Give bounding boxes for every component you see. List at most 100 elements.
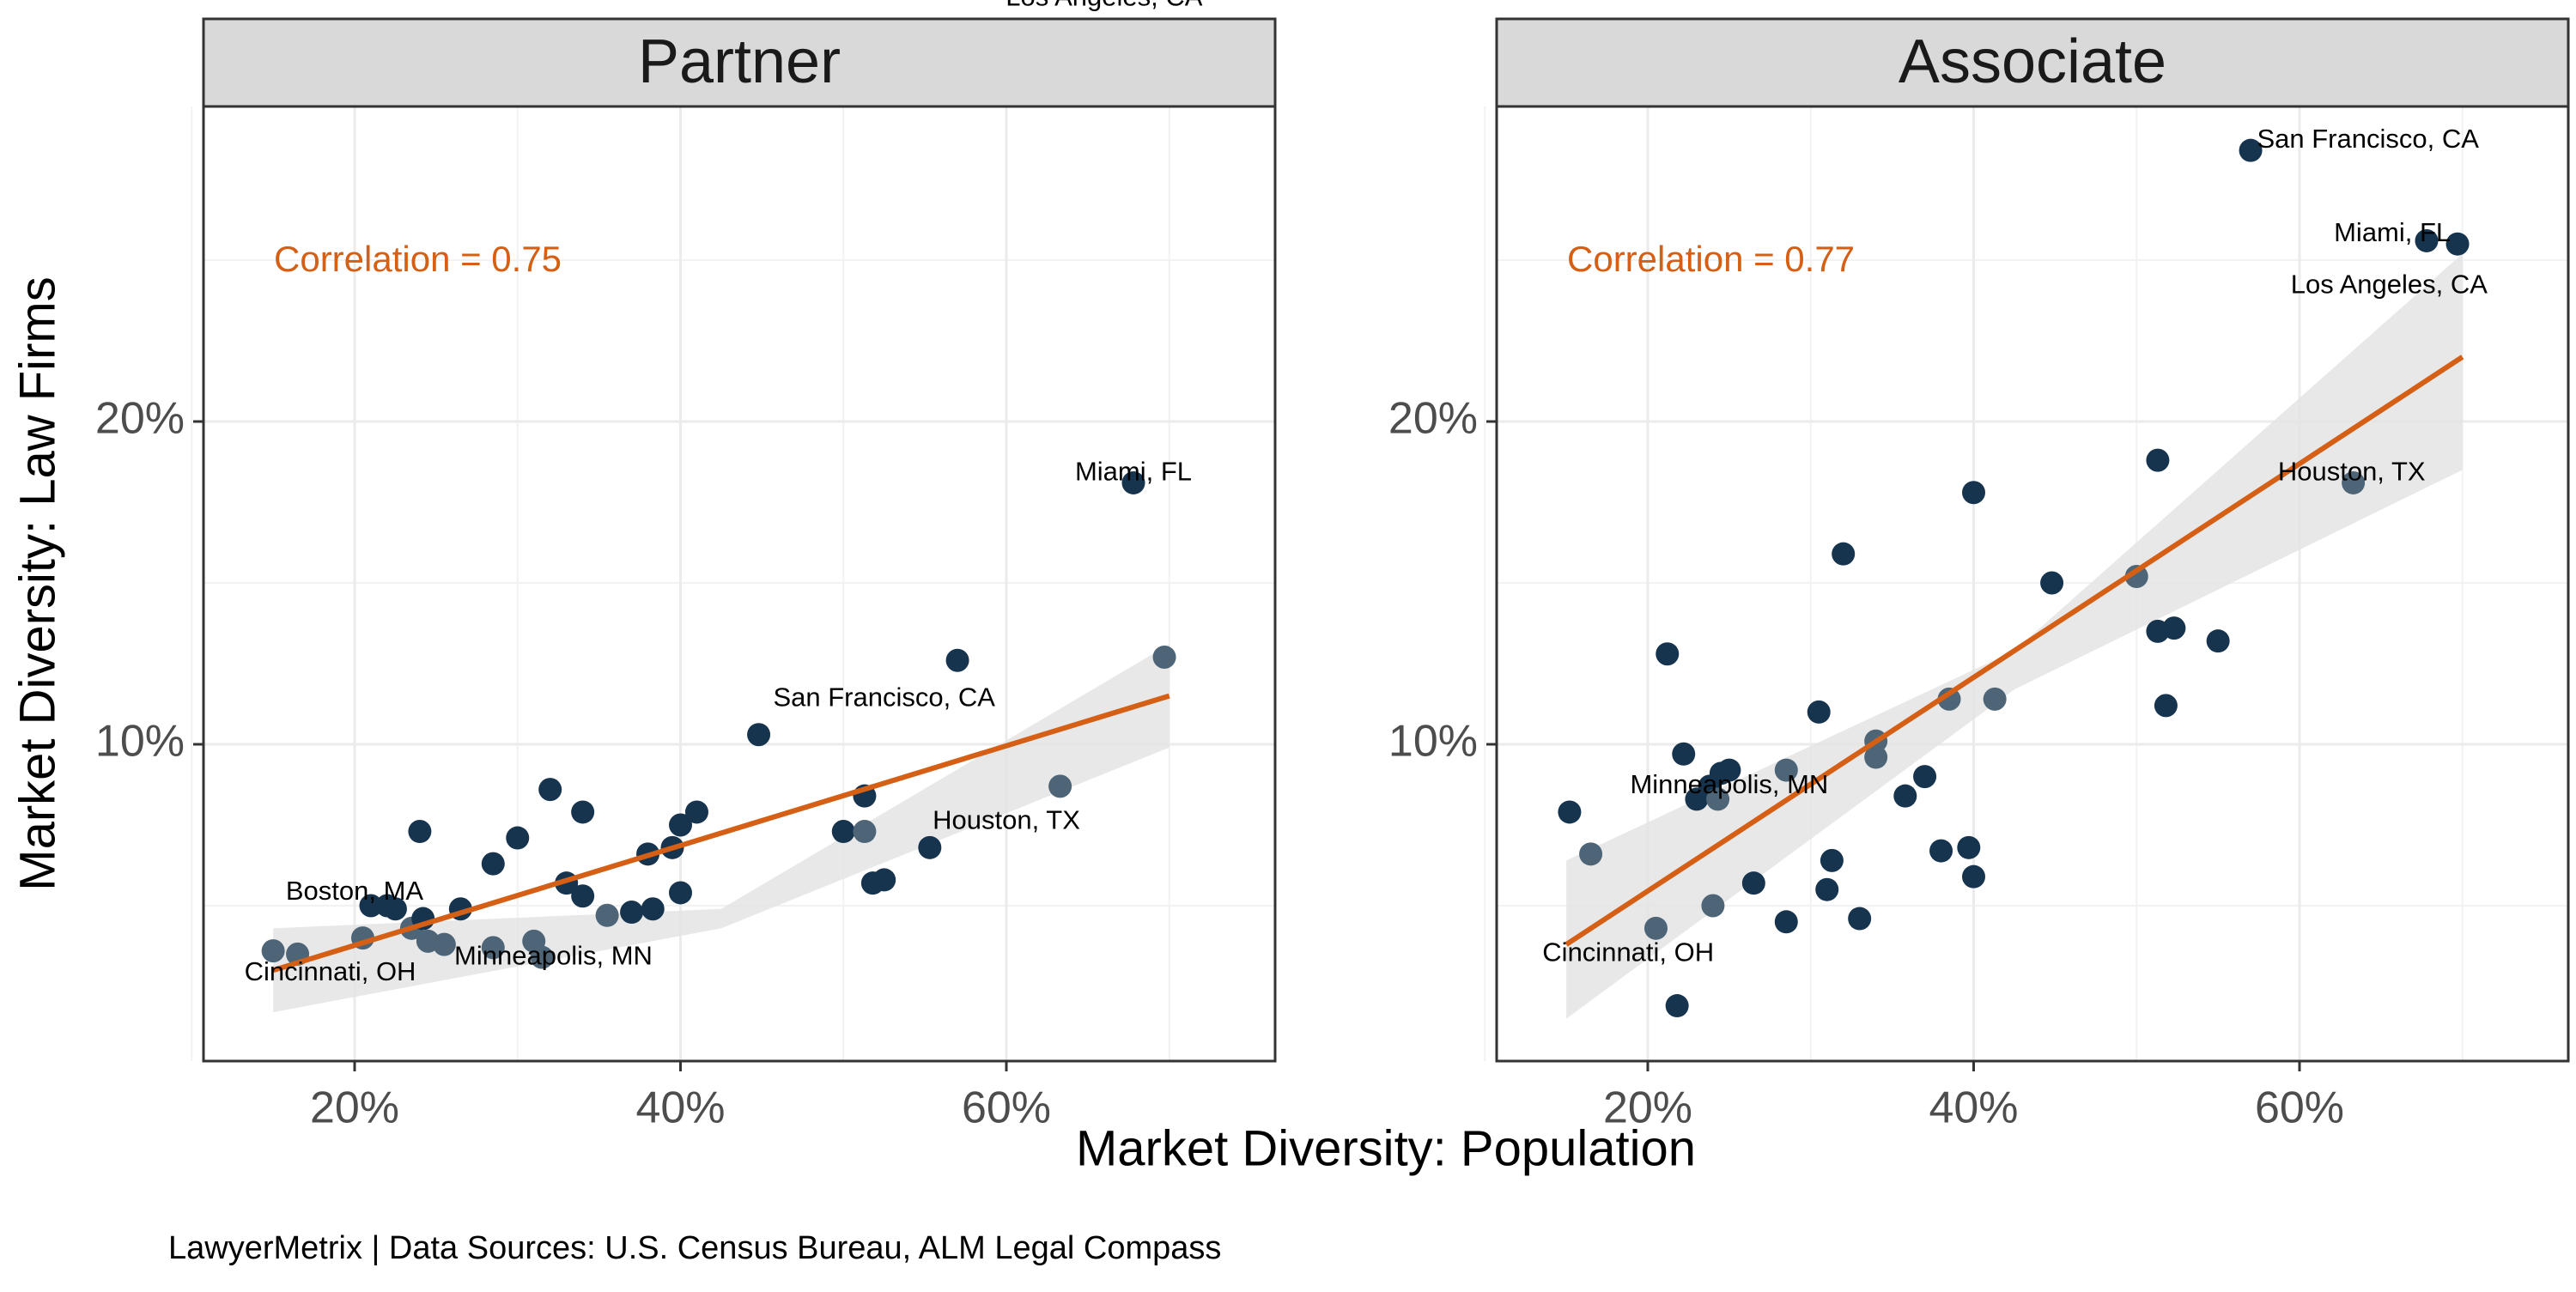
data-point — [2239, 138, 2263, 162]
point-label: Minneapolis, MN — [1630, 769, 1828, 799]
data-point — [2146, 448, 2170, 472]
data-point — [1048, 774, 1072, 798]
data-point — [831, 820, 855, 844]
point-label: Boston, MA — [1579, 0, 1717, 2]
data-point — [2162, 616, 2186, 640]
data-point — [571, 800, 595, 824]
point-label: Houston, TX — [2278, 456, 2426, 486]
data-point — [1741, 871, 1765, 895]
data-point — [2415, 228, 2439, 252]
data-point — [1864, 745, 1888, 769]
data-point — [918, 835, 942, 859]
data-point — [1957, 835, 1981, 859]
data-point — [1913, 765, 1937, 789]
data-point — [1929, 839, 1953, 863]
data-point — [1717, 758, 1741, 782]
data-point — [1893, 784, 1917, 808]
data-point — [1152, 645, 1176, 669]
data-point — [432, 932, 456, 956]
x-tick-label: 40% — [635, 1083, 725, 1133]
data-point — [2445, 232, 2470, 256]
data-point — [571, 884, 595, 908]
data-point — [1983, 687, 2007, 711]
x-tick-label: 40% — [1929, 1083, 2018, 1133]
data-point — [408, 820, 432, 844]
data-point — [1579, 842, 1603, 866]
data-point — [1558, 800, 1582, 824]
point-label: Cincinnati, OH — [1542, 937, 1714, 967]
y-tick-label: 20% — [1388, 394, 1478, 444]
y-tick-label: 10% — [95, 717, 185, 767]
data-point — [1701, 894, 1725, 918]
point-label: Miami, FL — [1075, 456, 1192, 486]
data-point — [383, 897, 407, 921]
data-point — [1807, 700, 1831, 724]
data-point — [1962, 481, 1985, 505]
data-point — [1656, 642, 1680, 666]
data-point — [1774, 758, 1798, 782]
data-point — [669, 813, 692, 837]
data-point — [872, 868, 896, 892]
correlation-annotation: Correlation = 0.75 — [274, 239, 562, 279]
facet-strip — [202, 17, 1277, 108]
data-point — [2124, 564, 2148, 588]
facet-strip-label: Partner — [638, 27, 841, 96]
data-point — [2040, 571, 2064, 595]
fit-line — [272, 693, 1170, 974]
data-point — [1848, 907, 1872, 931]
point-label: San Francisco, CA — [773, 682, 995, 713]
confidence-band — [1566, 253, 2463, 1019]
x-tick-label: 60% — [962, 1083, 1051, 1133]
data-point — [641, 897, 665, 921]
data-point — [1665, 994, 1689, 1018]
y-axis-title: Market Diversity: Law Firms — [9, 276, 65, 890]
data-point — [684, 800, 708, 824]
data-point — [945, 648, 969, 672]
data-point — [2154, 694, 2178, 718]
panel-partner: Miami, FL Los Angeles, CA San Francisco, C… — [95, 0, 1277, 1133]
data-point — [481, 852, 505, 876]
point-label: San Francisco, CA — [2257, 124, 2479, 154]
point-label: Houston, TX — [933, 804, 1080, 834]
data-point — [1820, 848, 1844, 872]
data-point — [1774, 910, 1798, 934]
point-label: Cincinnati, OH — [245, 956, 416, 986]
data-point — [1672, 742, 1696, 766]
source-caption: LawyerMetrix | Data Sources: U.S. Census… — [168, 1230, 1221, 1266]
point-label: Boston, MA — [286, 876, 424, 906]
facet-strip — [1495, 17, 2570, 108]
x-tick-label: 20% — [1603, 1083, 1692, 1133]
data-point — [261, 939, 285, 963]
confidence-band — [273, 644, 1170, 1013]
fit-line — [1564, 355, 2464, 947]
data-point — [1962, 864, 1985, 889]
data-point — [1832, 542, 1856, 566]
data-point — [2206, 629, 2230, 653]
facet-strip-label: Associate — [1899, 27, 2166, 96]
x-tick-label: 60% — [2255, 1083, 2344, 1133]
data-point — [359, 894, 383, 918]
x-axis-title: Market Diversity: Population — [1076, 1120, 1696, 1176]
data-point — [853, 820, 877, 844]
data-point — [669, 881, 692, 905]
point-label: Miami, FL — [2334, 217, 2451, 247]
data-point — [620, 901, 644, 925]
panel-associate: San Francisco, CA Miami, FL Los Angeles, C… — [1388, 0, 2570, 1133]
correlation-annotation: Correlation = 0.77 — [1567, 239, 1855, 279]
x-tick-label: 20% — [310, 1083, 399, 1133]
point-label: Minneapolis, MN — [454, 940, 653, 970]
data-point — [595, 903, 619, 927]
data-point — [1643, 916, 1668, 940]
data-point — [481, 936, 505, 960]
data-point — [747, 723, 771, 747]
data-point — [1706, 787, 1730, 811]
data-point — [1937, 687, 1961, 711]
y-tick-label: 10% — [1388, 717, 1478, 767]
data-point — [1815, 877, 1839, 901]
point-label: Los Angeles, CA — [2291, 269, 2488, 299]
data-point — [1121, 470, 1145, 494]
data-point — [2342, 470, 2366, 494]
point-label: Los Angeles, CA — [1005, 0, 1203, 12]
